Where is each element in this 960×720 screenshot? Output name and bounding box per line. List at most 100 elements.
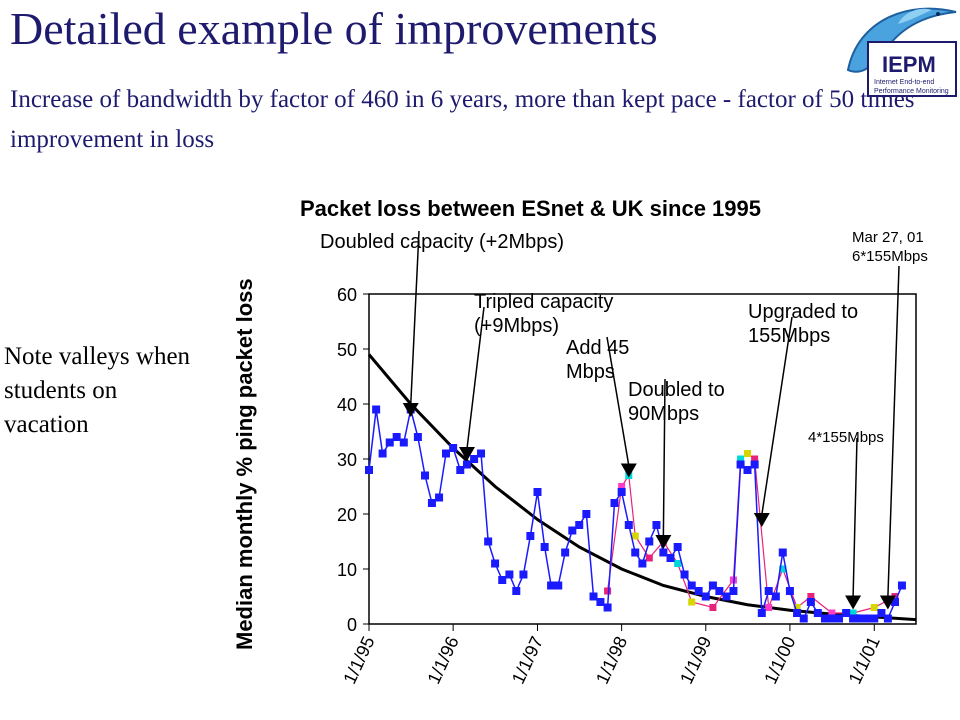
- y-tick-label: 30: [337, 450, 357, 470]
- annotation-label: Doubled capacity (+2Mbps): [320, 231, 564, 253]
- main-series-point: [652, 521, 661, 529]
- main-series-point: [470, 455, 479, 463]
- main-series-point: [449, 444, 458, 452]
- main-series-point: [856, 614, 865, 623]
- main-series-point: [568, 526, 577, 535]
- main-series-point: [863, 614, 872, 623]
- y-tick-label: 50: [337, 340, 357, 360]
- main-series-point: [757, 609, 766, 617]
- main-series-point: [526, 532, 535, 540]
- main-series-point: [372, 405, 381, 414]
- logo-caption-1: Internet End-to-end: [874, 79, 934, 86]
- annotation-arrow-line: [606, 336, 630, 466]
- main-series-point: [715, 587, 724, 595]
- main-series-point: [392, 433, 401, 441]
- annotation-label: (+9Mbps): [474, 315, 559, 337]
- main-series-point: [561, 548, 570, 557]
- main-series-point: [793, 609, 802, 617]
- accent-series-point: [709, 604, 717, 611]
- main-series-point: [785, 587, 794, 595]
- main-series-point: [764, 587, 773, 595]
- main-series-point: [617, 488, 626, 496]
- main-series-point: [378, 449, 387, 458]
- main-series-point: [827, 614, 836, 623]
- packet-loss-chart: Packet loss between ESnet & UK since 199…: [232, 196, 928, 687]
- x-tick-label: 1/1/00: [760, 633, 799, 687]
- main-series-point: [505, 570, 514, 579]
- main-series-point: [589, 592, 598, 601]
- annotation-arrow-line: [662, 378, 666, 538]
- accent-series-point: [751, 455, 759, 463]
- main-series-point: [484, 537, 493, 546]
- main-series-point: [624, 521, 633, 529]
- accent-series-point: [765, 604, 773, 611]
- y-tick-label: 40: [337, 395, 357, 415]
- main-series-point: [547, 581, 556, 590]
- accent-series-point: [645, 554, 653, 562]
- accent-series-point: [743, 450, 751, 457]
- annotation-arrow-line: [761, 316, 793, 516]
- main-series-point: [365, 466, 373, 474]
- main-series-point: [596, 598, 605, 606]
- accent-series-line: [606, 452, 896, 614]
- x-tick-label: 1/1/01: [845, 633, 884, 687]
- x-tick-label: 1/1/98: [592, 633, 631, 687]
- main-series-point: [835, 614, 844, 623]
- x-tick-label: 1/1/97: [508, 633, 547, 687]
- y-tick-label: 0: [347, 615, 357, 635]
- plot-frame: [368, 293, 917, 625]
- y-tick-label: 10: [337, 560, 357, 580]
- main-series-point: [533, 488, 542, 496]
- annotation-arrow-line: [409, 230, 420, 406]
- iepm-logo: IEPM Internet End-to-end Performance Mon…: [846, 7, 957, 97]
- accent-series-point: [793, 604, 801, 611]
- annotation-label: Doubled to: [628, 379, 725, 401]
- accent-series-point: [618, 483, 626, 490]
- x-tick-label: 1/1/95: [339, 633, 378, 687]
- annotation-label: 90Mbps: [628, 403, 699, 425]
- annotation-label: Add 45: [566, 337, 629, 359]
- main-series-point: [491, 559, 500, 568]
- annotation-arrowhead: [879, 595, 896, 610]
- main-series-point: [540, 543, 549, 551]
- chart-title: Packet loss between ESnet & UK since 199…: [300, 196, 761, 221]
- annotation-arrow-line: [852, 437, 858, 598]
- main-series-point: [897, 581, 906, 590]
- main-series-point: [456, 466, 465, 474]
- y-axis-label: Median monthly % ping packet loss: [232, 278, 257, 650]
- main-series-point: [813, 609, 822, 617]
- main-series-point: [687, 581, 696, 590]
- logo-text: IEPM: [882, 52, 936, 77]
- main-series-point: [870, 614, 879, 623]
- annotation-label: Tripled capacity: [474, 291, 613, 313]
- annotation-label: Upgraded to: [748, 301, 858, 323]
- x-tick-label: 1/1/99: [676, 633, 715, 687]
- main-series-point: [638, 559, 647, 568]
- main-series-point: [673, 543, 682, 551]
- main-series-point: [806, 598, 815, 606]
- main-series-point: [427, 499, 436, 507]
- accent-series-point: [849, 609, 857, 617]
- main-series-point: [750, 460, 759, 469]
- main-series-point: [701, 592, 710, 601]
- main-series-point: [666, 554, 675, 562]
- annotation-arrowhead: [458, 447, 475, 461]
- main-series-point: [631, 548, 640, 557]
- y-tick-label: 60: [337, 285, 357, 305]
- main-series-point: [799, 614, 808, 623]
- accent-series-point: [807, 593, 815, 600]
- accent-series-point: [828, 609, 836, 617]
- main-series-point: [462, 460, 471, 469]
- annotation-arrowhead: [753, 513, 770, 527]
- trend-line: [367, 353, 917, 622]
- accent-series-point: [688, 598, 696, 606]
- main-series-point: [441, 449, 450, 458]
- x-tick-label: 1/1/96: [423, 633, 462, 687]
- annotation-label: Mar 27, 01: [852, 229, 924, 246]
- annotation-arrowhead: [402, 403, 419, 417]
- slide-subtitle: Increase of bandwidth by factor of 460 i…: [10, 86, 915, 153]
- logo-box: [867, 41, 957, 97]
- main-series-point: [849, 614, 858, 623]
- accent-series-point: [737, 455, 745, 463]
- main-series-point: [877, 609, 886, 617]
